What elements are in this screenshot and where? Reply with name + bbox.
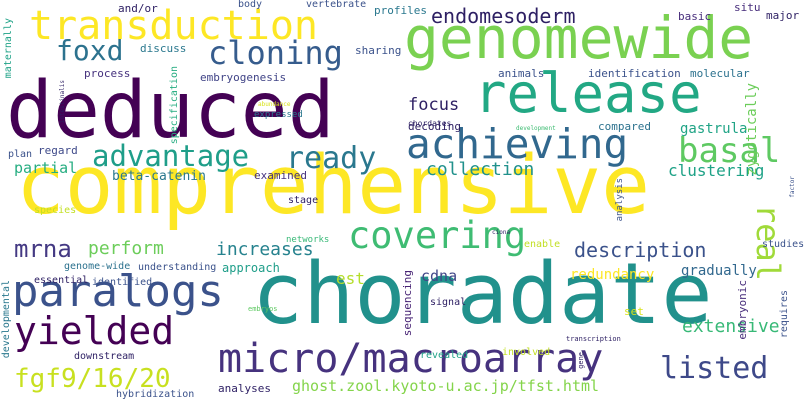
word-endomesoderm: endomesoderm [431, 4, 576, 28]
word-plan: plan [8, 149, 33, 160]
word-situ: situ [734, 1, 761, 14]
word-examined: examined [254, 169, 307, 182]
word-essential: essential [34, 275, 89, 286]
word-embryos: embryos [248, 305, 278, 313]
word-extensive: extensive [682, 316, 780, 337]
word-identification: identification [588, 67, 681, 80]
word-molecular: molecular [690, 67, 750, 80]
word-covering: covering [348, 214, 527, 257]
word-ready: ready [286, 141, 377, 176]
word-understanding: understanding [138, 262, 217, 273]
word-genome-wide: genome-wide [64, 261, 131, 272]
word-genomewide: genomewide [404, 4, 754, 72]
word-beta-catenin: beta-catenin [112, 169, 206, 184]
word-signal: signal [430, 297, 467, 308]
word-gastrula: gastrula [680, 121, 748, 137]
word-choradate: choradate [252, 245, 713, 344]
word-expressed: expressed [254, 110, 303, 120]
word-discuss: discuss [140, 42, 187, 55]
word-increases: increases [216, 239, 314, 260]
word-foxd: foxd [56, 34, 124, 67]
word-development: development [516, 125, 556, 132]
word-cdna: cdna [421, 267, 458, 285]
word-profiles: profiles [374, 4, 427, 17]
word-ciona: ciona [492, 229, 511, 236]
word-abundance: abundance [258, 101, 291, 108]
word-gene: gene [577, 352, 585, 369]
word-compared: compared [598, 120, 651, 133]
word-involved: involved [502, 347, 551, 358]
word-requires: requires [779, 290, 790, 339]
word-sequencing: sequencing [401, 270, 414, 337]
word-transcription: transcription [566, 335, 621, 343]
word-revealed: revealed [420, 350, 469, 361]
word-maternally: maternally [3, 18, 14, 79]
word-gradually: gradually [681, 263, 757, 279]
word-micro-macroarray: micro/macroarray [218, 336, 604, 382]
word-analysis: analysis [615, 178, 625, 222]
word-downstream: downstream [74, 351, 135, 362]
word-enable: enable [524, 239, 561, 250]
word-networks: networks [286, 235, 330, 245]
word-approach: approach [222, 261, 280, 275]
word-basal: basal [678, 131, 781, 171]
word-stage: stage [288, 195, 319, 206]
word-url: ghost.zool.kyoto-u.ac.jp/tfst.html [292, 377, 600, 395]
word-hybridization: hybridization [116, 389, 195, 400]
word-identified: identified [92, 277, 153, 288]
word-studies: studies [762, 239, 805, 250]
word-basic: basic [678, 10, 712, 23]
word-analyses: analyses [218, 382, 271, 395]
word-partial: partial [14, 159, 78, 177]
word-cloning: cloning [208, 34, 343, 72]
word-achieving: achieving [406, 120, 629, 168]
word-and-or: and/or [118, 2, 158, 15]
word-chordates: chordates [408, 119, 452, 128]
word-description: description [574, 238, 707, 262]
word-clustering: clustering [668, 161, 765, 180]
word-est: est [336, 269, 365, 288]
word-body: body [238, 0, 263, 10]
word-redundancy: redundancy [570, 267, 655, 283]
word-embryogenesis: embryogenesis [200, 71, 287, 84]
word-focus: focus [408, 95, 460, 115]
word-species: species [34, 205, 77, 216]
word-transduction: transduction [29, 3, 318, 49]
word-animals: animals [498, 67, 545, 80]
word-collection: collection [426, 159, 535, 180]
word-decoding: decoding [408, 120, 461, 133]
word-perform: perform [88, 238, 164, 259]
word-major: major [766, 9, 800, 22]
word-real: real [749, 204, 787, 282]
word-vertebrate: vertebrate [306, 0, 367, 10]
word-release: release [474, 62, 702, 125]
word-comprehensive: comprehensive [16, 139, 650, 233]
word-specification: specification [169, 66, 180, 145]
word-process: process [84, 67, 131, 80]
word-paralogs: paralogs [12, 266, 224, 317]
word-deduced: deduced [6, 66, 335, 156]
word-set: set [624, 305, 644, 318]
word-mrna: mrna [14, 235, 72, 263]
word-intestinalis: intestinalis [59, 80, 66, 124]
word-developmental: developmental [1, 280, 12, 359]
word-factor: factor [789, 176, 796, 198]
word-embryonic: embryonic [736, 280, 749, 340]
word-zygotically: zygotically [744, 83, 760, 176]
word-advantage: advantage [92, 139, 250, 173]
word-sharing: sharing [355, 44, 402, 57]
word-fgf9-16-20: fgf9/16/20 [14, 364, 171, 394]
word-regard: regard [38, 144, 78, 157]
word-yielded: yielded [14, 309, 175, 353]
word-listed: listed [660, 351, 769, 386]
